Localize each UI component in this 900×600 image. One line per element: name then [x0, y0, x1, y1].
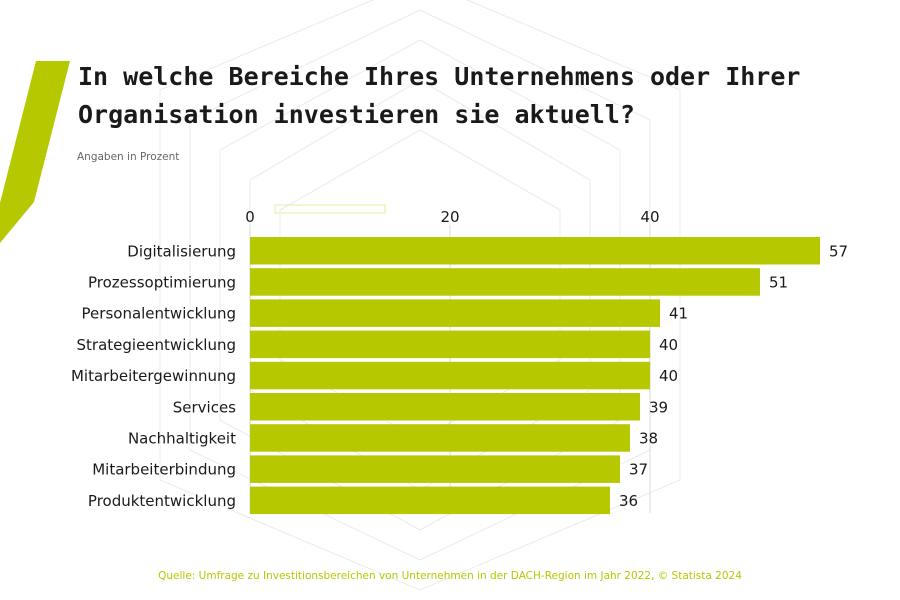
category-label: Mitarbeiterbindung — [92, 461, 236, 479]
bar — [250, 268, 760, 296]
x-tick-label: 20 — [440, 208, 459, 226]
x-tick-label: 40 — [640, 208, 659, 226]
x-tick-label: 0 — [245, 208, 255, 226]
source-note: Quelle: Umfrage zu Investitionsbereichen… — [158, 570, 742, 582]
data-label: 40 — [659, 367, 678, 385]
bar — [250, 393, 640, 421]
category-label: Mitarbeitergewinnung — [71, 367, 236, 385]
category-label: Strategieentwicklung — [77, 336, 236, 354]
category-label: Prozessoptimierung — [88, 273, 236, 291]
data-label: 51 — [769, 273, 788, 291]
data-label: 57 — [829, 242, 848, 260]
data-label: 41 — [669, 305, 688, 323]
data-label: 39 — [649, 398, 668, 416]
category-label: Services — [173, 398, 236, 416]
category-label: Digitalisierung — [127, 242, 236, 260]
bar — [250, 424, 630, 452]
bar — [250, 237, 820, 265]
data-label: 37 — [629, 461, 648, 479]
chart-subtitle: Angaben in Prozent — [77, 151, 180, 163]
bar — [250, 299, 660, 327]
category-label: Personalentwicklung — [82, 305, 236, 323]
bar — [250, 330, 650, 359]
data-label: 40 — [659, 336, 678, 354]
chart-title: In welche Bereiche Ihres Unternehmens od… — [78, 62, 801, 129]
bar — [250, 486, 610, 515]
category-label: Produktentwicklung — [88, 492, 236, 510]
category-label: Nachhaltigkeit — [128, 429, 236, 447]
bar — [250, 455, 620, 483]
data-label: 36 — [619, 492, 638, 510]
data-label: 38 — [639, 429, 658, 447]
bar — [250, 361, 650, 390]
